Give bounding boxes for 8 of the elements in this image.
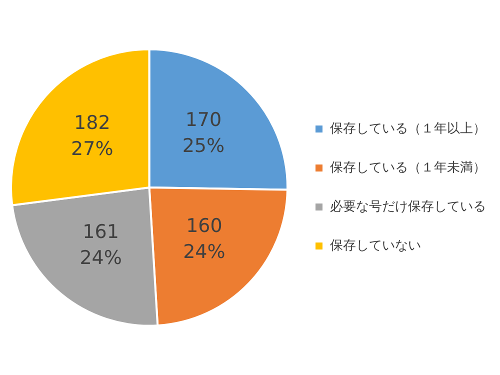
legend-label: 保存していない — [330, 238, 421, 254]
legend-label: 保存している（１年未満） — [330, 160, 486, 176]
data-label: 182 27% — [71, 112, 114, 160]
data-label: 160 24% — [183, 215, 226, 263]
legend-label: 保存している（１年以上） — [330, 121, 486, 136]
data-label: 161 24% — [80, 221, 122, 270]
legend-label: 必要な号だけ保存している — [330, 199, 486, 214]
data-label: 170 25% — [182, 109, 225, 158]
